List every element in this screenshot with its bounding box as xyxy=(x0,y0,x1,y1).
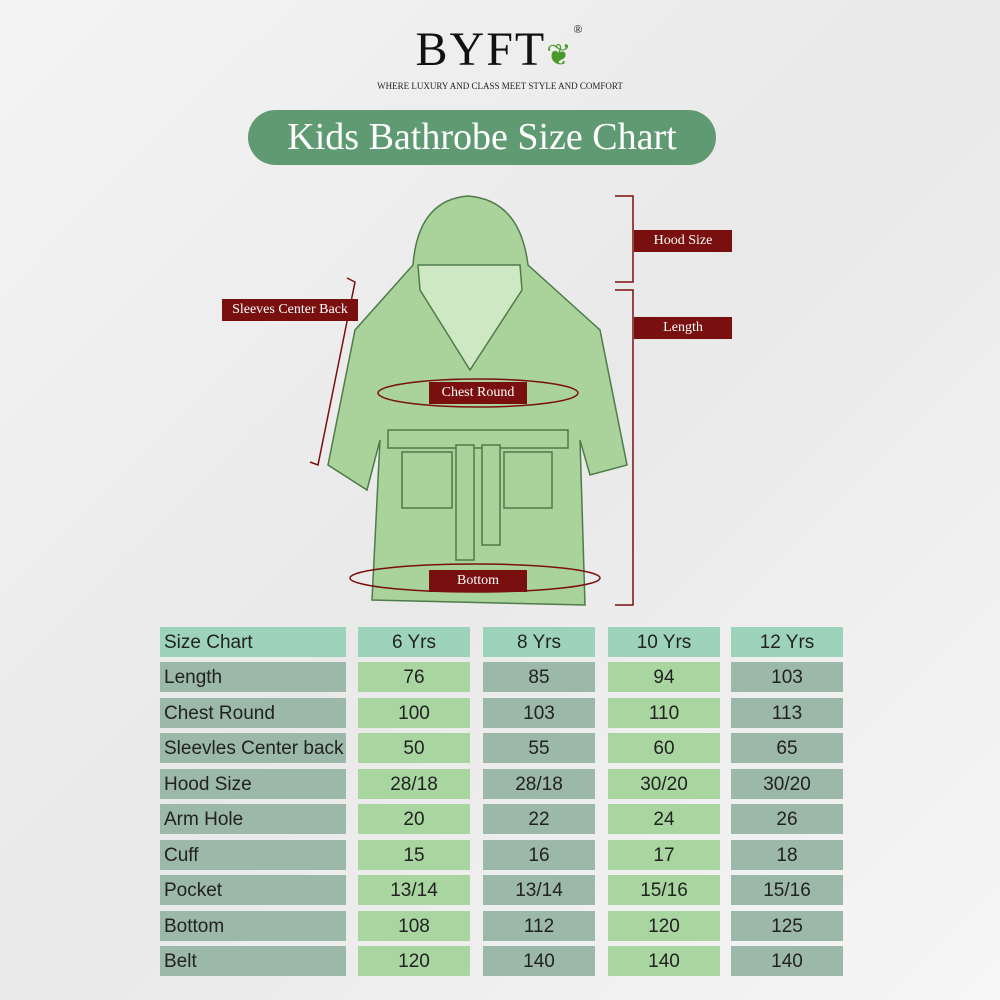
page-title: Kids Bathrobe Size Chart xyxy=(248,110,716,165)
table-cell: 85 xyxy=(483,662,595,692)
table-cell: 120 xyxy=(358,946,470,976)
table-cell: 15 xyxy=(358,839,470,870)
table-header-cell: 12 Yrs xyxy=(731,627,843,657)
table-cell: 76 xyxy=(358,662,470,692)
table-cell: 65 xyxy=(731,733,843,763)
table-cell: 15/16 xyxy=(608,875,720,905)
leaf-logo-icon: ❦ xyxy=(546,39,574,72)
table-cell: 125 xyxy=(731,910,843,941)
chest-round-label: Chest Round xyxy=(429,382,527,404)
row-label: Bottom xyxy=(160,910,346,941)
table-cell: 18 xyxy=(731,839,843,870)
row-label: Hood Size xyxy=(160,768,346,799)
table-cell: 103 xyxy=(483,697,595,728)
table-cell: 108 xyxy=(358,910,470,941)
registered-mark: ® xyxy=(573,22,585,36)
table-cell: 30/20 xyxy=(731,768,843,799)
table-cell: 100 xyxy=(358,697,470,728)
table-cell: 20 xyxy=(358,804,470,834)
table-cell: 140 xyxy=(483,946,595,976)
brand-tagline: WHERE LUXURY AND CLASS MEET STYLE AND CO… xyxy=(377,81,623,91)
table-cell: 50 xyxy=(358,733,470,763)
row-label: Arm Hole xyxy=(160,804,346,834)
hood-size-label: Hood Size xyxy=(634,230,732,252)
table-cell: 94 xyxy=(608,662,720,692)
row-label: Chest Round xyxy=(160,697,346,728)
bathrobe-diagram xyxy=(309,195,634,606)
table-cell: 113 xyxy=(731,697,843,728)
table-cell: 26 xyxy=(731,804,843,834)
table-cell: 110 xyxy=(608,697,720,728)
row-label: Sleevles Center back xyxy=(160,733,346,763)
row-label: Cuff xyxy=(160,839,346,870)
row-label: Length xyxy=(160,662,346,692)
table-cell: 28/18 xyxy=(483,768,595,799)
table-cell: 112 xyxy=(483,910,595,941)
table-cell: 24 xyxy=(608,804,720,834)
table-cell: 30/20 xyxy=(608,768,720,799)
row-label: Belt xyxy=(160,946,346,976)
table-header-cell: 10 Yrs xyxy=(608,627,720,657)
measurement-lines xyxy=(309,195,634,606)
table-header-cell: Size Chart xyxy=(160,627,346,657)
length-label: Length xyxy=(634,317,732,339)
table-cell: 16 xyxy=(483,839,595,870)
brand-name: BYFT xyxy=(415,23,547,76)
bottom-label: Bottom xyxy=(429,570,527,592)
table-cell: 140 xyxy=(731,946,843,976)
brand-logo: BYFT❦ ® xyxy=(0,22,1000,77)
sleeves-label: Sleeves Center Back xyxy=(222,299,358,321)
row-label: Pocket xyxy=(160,875,346,905)
table-cell: 22 xyxy=(483,804,595,834)
table-cell: 28/18 xyxy=(358,768,470,799)
table-cell: 55 xyxy=(483,733,595,763)
table-cell: 13/14 xyxy=(483,875,595,905)
table-cell: 17 xyxy=(608,839,720,870)
table-cell: 103 xyxy=(731,662,843,692)
table-header-cell: 6 Yrs xyxy=(358,627,470,657)
table-cell: 140 xyxy=(608,946,720,976)
table-cell: 15/16 xyxy=(731,875,843,905)
table-cell: 13/14 xyxy=(358,875,470,905)
table-cell: 60 xyxy=(608,733,720,763)
table-cell: 120 xyxy=(608,910,720,941)
table-header-cell: 8 Yrs xyxy=(483,627,595,657)
